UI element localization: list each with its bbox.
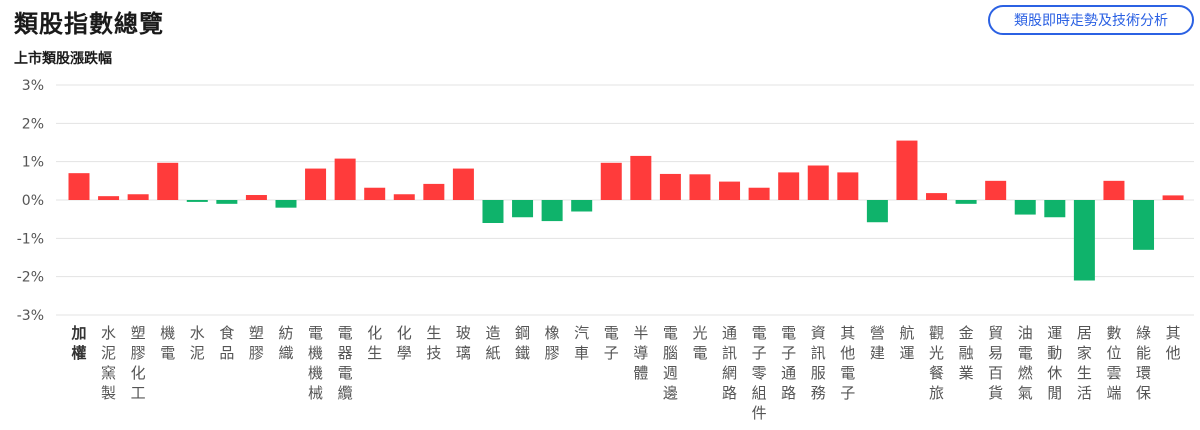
x-tick-label: 水泥窯製	[101, 324, 116, 402]
x-tick-label: 生技	[426, 324, 441, 362]
x-tick-label: 綠能環保	[1136, 324, 1151, 402]
x-tick-label: 電器電纜	[338, 324, 353, 402]
x-tick-label: 汽車	[574, 324, 589, 362]
bar[interactable]	[630, 155, 652, 200]
bar[interactable]	[1162, 195, 1184, 200]
x-tick-label: 居家生活	[1077, 324, 1092, 402]
x-tick-label: 資訊服務	[811, 324, 826, 402]
bar[interactable]	[689, 174, 711, 200]
bar[interactable]	[748, 187, 770, 200]
bar[interactable]	[926, 193, 948, 200]
x-tick-label: 數位雲端	[1106, 324, 1121, 402]
bar[interactable]	[482, 200, 504, 223]
x-tick-label: 電機機械	[308, 324, 323, 402]
bar[interactable]	[393, 194, 415, 200]
x-tick-label: 觀光餐旅	[929, 324, 944, 402]
x-tick-label: 通訊網路	[722, 324, 737, 402]
sector-analysis-button[interactable]: 類股即時走勢及技術分析	[988, 5, 1194, 35]
bar[interactable]	[659, 173, 681, 200]
bar[interactable]	[1103, 180, 1125, 200]
bar[interactable]	[541, 200, 563, 222]
x-tick-label: 貿易百貨	[988, 324, 1003, 402]
x-tick-label: 其他	[1166, 324, 1181, 362]
x-tick-label: 水泥	[190, 324, 205, 362]
bar[interactable]	[98, 196, 120, 200]
x-tick-label: 紡織	[278, 324, 293, 362]
bar[interactable]	[571, 200, 593, 212]
x-tick-label: 營建	[870, 324, 885, 362]
x-tick-label: 食品	[219, 324, 234, 362]
bar[interactable]	[1133, 200, 1155, 250]
bar[interactable]	[334, 158, 356, 200]
bar[interactable]	[512, 200, 534, 218]
y-tick-label: -3%	[17, 308, 44, 324]
x-tick-label: 機電	[160, 324, 175, 362]
x-tick-label: 運動休閒	[1047, 324, 1062, 402]
x-tick-label: 電子	[604, 324, 619, 362]
x-tick-label: 光電	[692, 324, 707, 362]
bar[interactable]	[866, 200, 888, 223]
bar[interactable]	[216, 200, 238, 204]
bar[interactable]	[807, 165, 829, 201]
x-tick-label: 橡膠	[545, 324, 560, 362]
x-tick-label: 金融業	[959, 324, 974, 382]
x-tick-label: 造紙	[485, 324, 500, 362]
x-tick-label: 化生	[367, 324, 382, 362]
x-tick-label: 塑膠	[249, 324, 264, 362]
y-tick-label: 1%	[22, 155, 44, 171]
bar[interactable]	[364, 187, 386, 200]
x-tick-label: 半導體	[633, 324, 648, 382]
x-tick-label: 加權	[70, 324, 86, 362]
x-tick-label: 其他電子	[840, 324, 855, 402]
bar[interactable]	[127, 194, 149, 200]
bar[interactable]	[985, 180, 1007, 200]
bar[interactable]	[1014, 200, 1036, 215]
y-tick-label: 0%	[22, 193, 44, 209]
x-tick-label: 玻璃	[456, 324, 471, 362]
bar[interactable]	[186, 200, 208, 202]
bar[interactable]	[1073, 200, 1095, 281]
x-tick-label: 塑膠化工	[131, 324, 146, 402]
bar[interactable]	[68, 173, 90, 200]
bar[interactable]	[955, 200, 977, 204]
x-tick-label: 鋼鐵	[515, 324, 530, 362]
x-tick-label: 電子零組件	[752, 324, 767, 422]
bar[interactable]	[600, 162, 622, 200]
bar[interactable]	[719, 181, 741, 200]
bar[interactable]	[1044, 200, 1066, 218]
bar[interactable]	[778, 172, 800, 200]
y-tick-label: 2%	[22, 116, 44, 132]
bar[interactable]	[837, 172, 859, 200]
y-tick-label: 3%	[22, 78, 44, 94]
x-tick-label: 油電燃氣	[1018, 324, 1033, 402]
y-tick-label: -1%	[17, 231, 44, 247]
bar[interactable]	[245, 195, 267, 200]
chart-subtitle: 上市類股漲跌幅	[14, 51, 112, 67]
bar[interactable]	[157, 162, 179, 200]
page-title: 類股指數總覽	[14, 10, 164, 38]
y-tick-label: -2%	[17, 270, 44, 286]
bar[interactable]	[452, 168, 474, 200]
x-tick-label: 航運	[899, 324, 914, 362]
bar[interactable]	[305, 168, 327, 200]
x-tick-label: 電腦週邊	[663, 324, 678, 402]
x-tick-label: 化學	[397, 324, 412, 362]
bar[interactable]	[275, 200, 297, 208]
bar[interactable]	[896, 140, 918, 200]
x-tick-label: 電子通路	[781, 324, 796, 402]
bar[interactable]	[423, 183, 445, 200]
